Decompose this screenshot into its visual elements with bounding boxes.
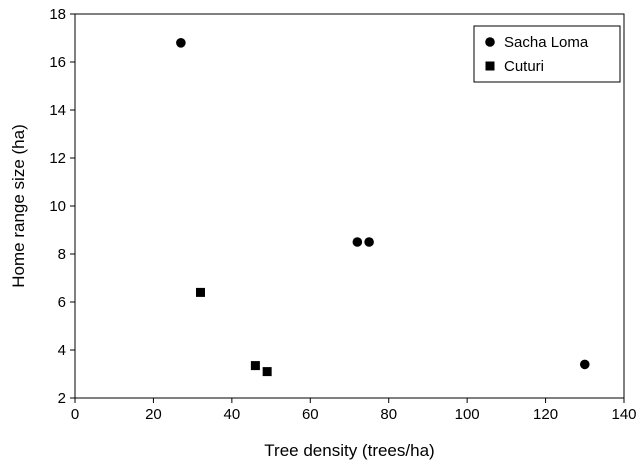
point-cuturi [262,367,272,377]
legend: Sacha Loma Cuturi [473,25,621,83]
y-tick-label: 8 [58,246,66,263]
x-axis-label: Tree density (trees/ha) [264,441,434,460]
x-tick-label: 140 [611,406,636,423]
point-sacha-loma [364,237,374,247]
y-axis-label: Home range size (ha) [9,124,28,287]
ticks: 0 20 40 60 80 100 120 140 2 4 6 8 10 12 14 16 18 [49,6,636,423]
y-tick-label: 12 [49,150,66,167]
x-tick-label: 0 [71,406,79,423]
point-sacha-loma [176,38,186,48]
x-tick-label: 100 [455,406,480,423]
point-cuturi [250,361,260,371]
x-tick-label: 80 [380,406,397,423]
legend-label-sacha-loma: Sacha Loma [504,34,589,51]
y-tick-label: 4 [58,342,66,359]
x-tick-label: 20 [145,406,162,423]
x-tick-label: 120 [533,406,558,423]
data-points [176,38,590,377]
y-tick-label: 10 [49,198,66,215]
point-sacha-loma [579,359,590,370]
legend-marker-cuturi [485,61,495,71]
y-tick-label: 2 [58,390,66,407]
y-tick-label: 18 [49,6,66,23]
point-cuturi [195,287,205,297]
y-tick-label: 14 [49,102,66,119]
y-tick-label: 16 [49,54,66,71]
point-sacha-loma [352,237,363,247]
y-tick-label: 6 [58,294,66,311]
legend-label-cuturi: Cuturi [504,58,544,75]
x-tick-label: 40 [224,406,241,423]
x-tick-label: 60 [302,406,319,423]
legend-box [473,25,621,83]
legend-marker-sacha-loma [485,37,495,47]
